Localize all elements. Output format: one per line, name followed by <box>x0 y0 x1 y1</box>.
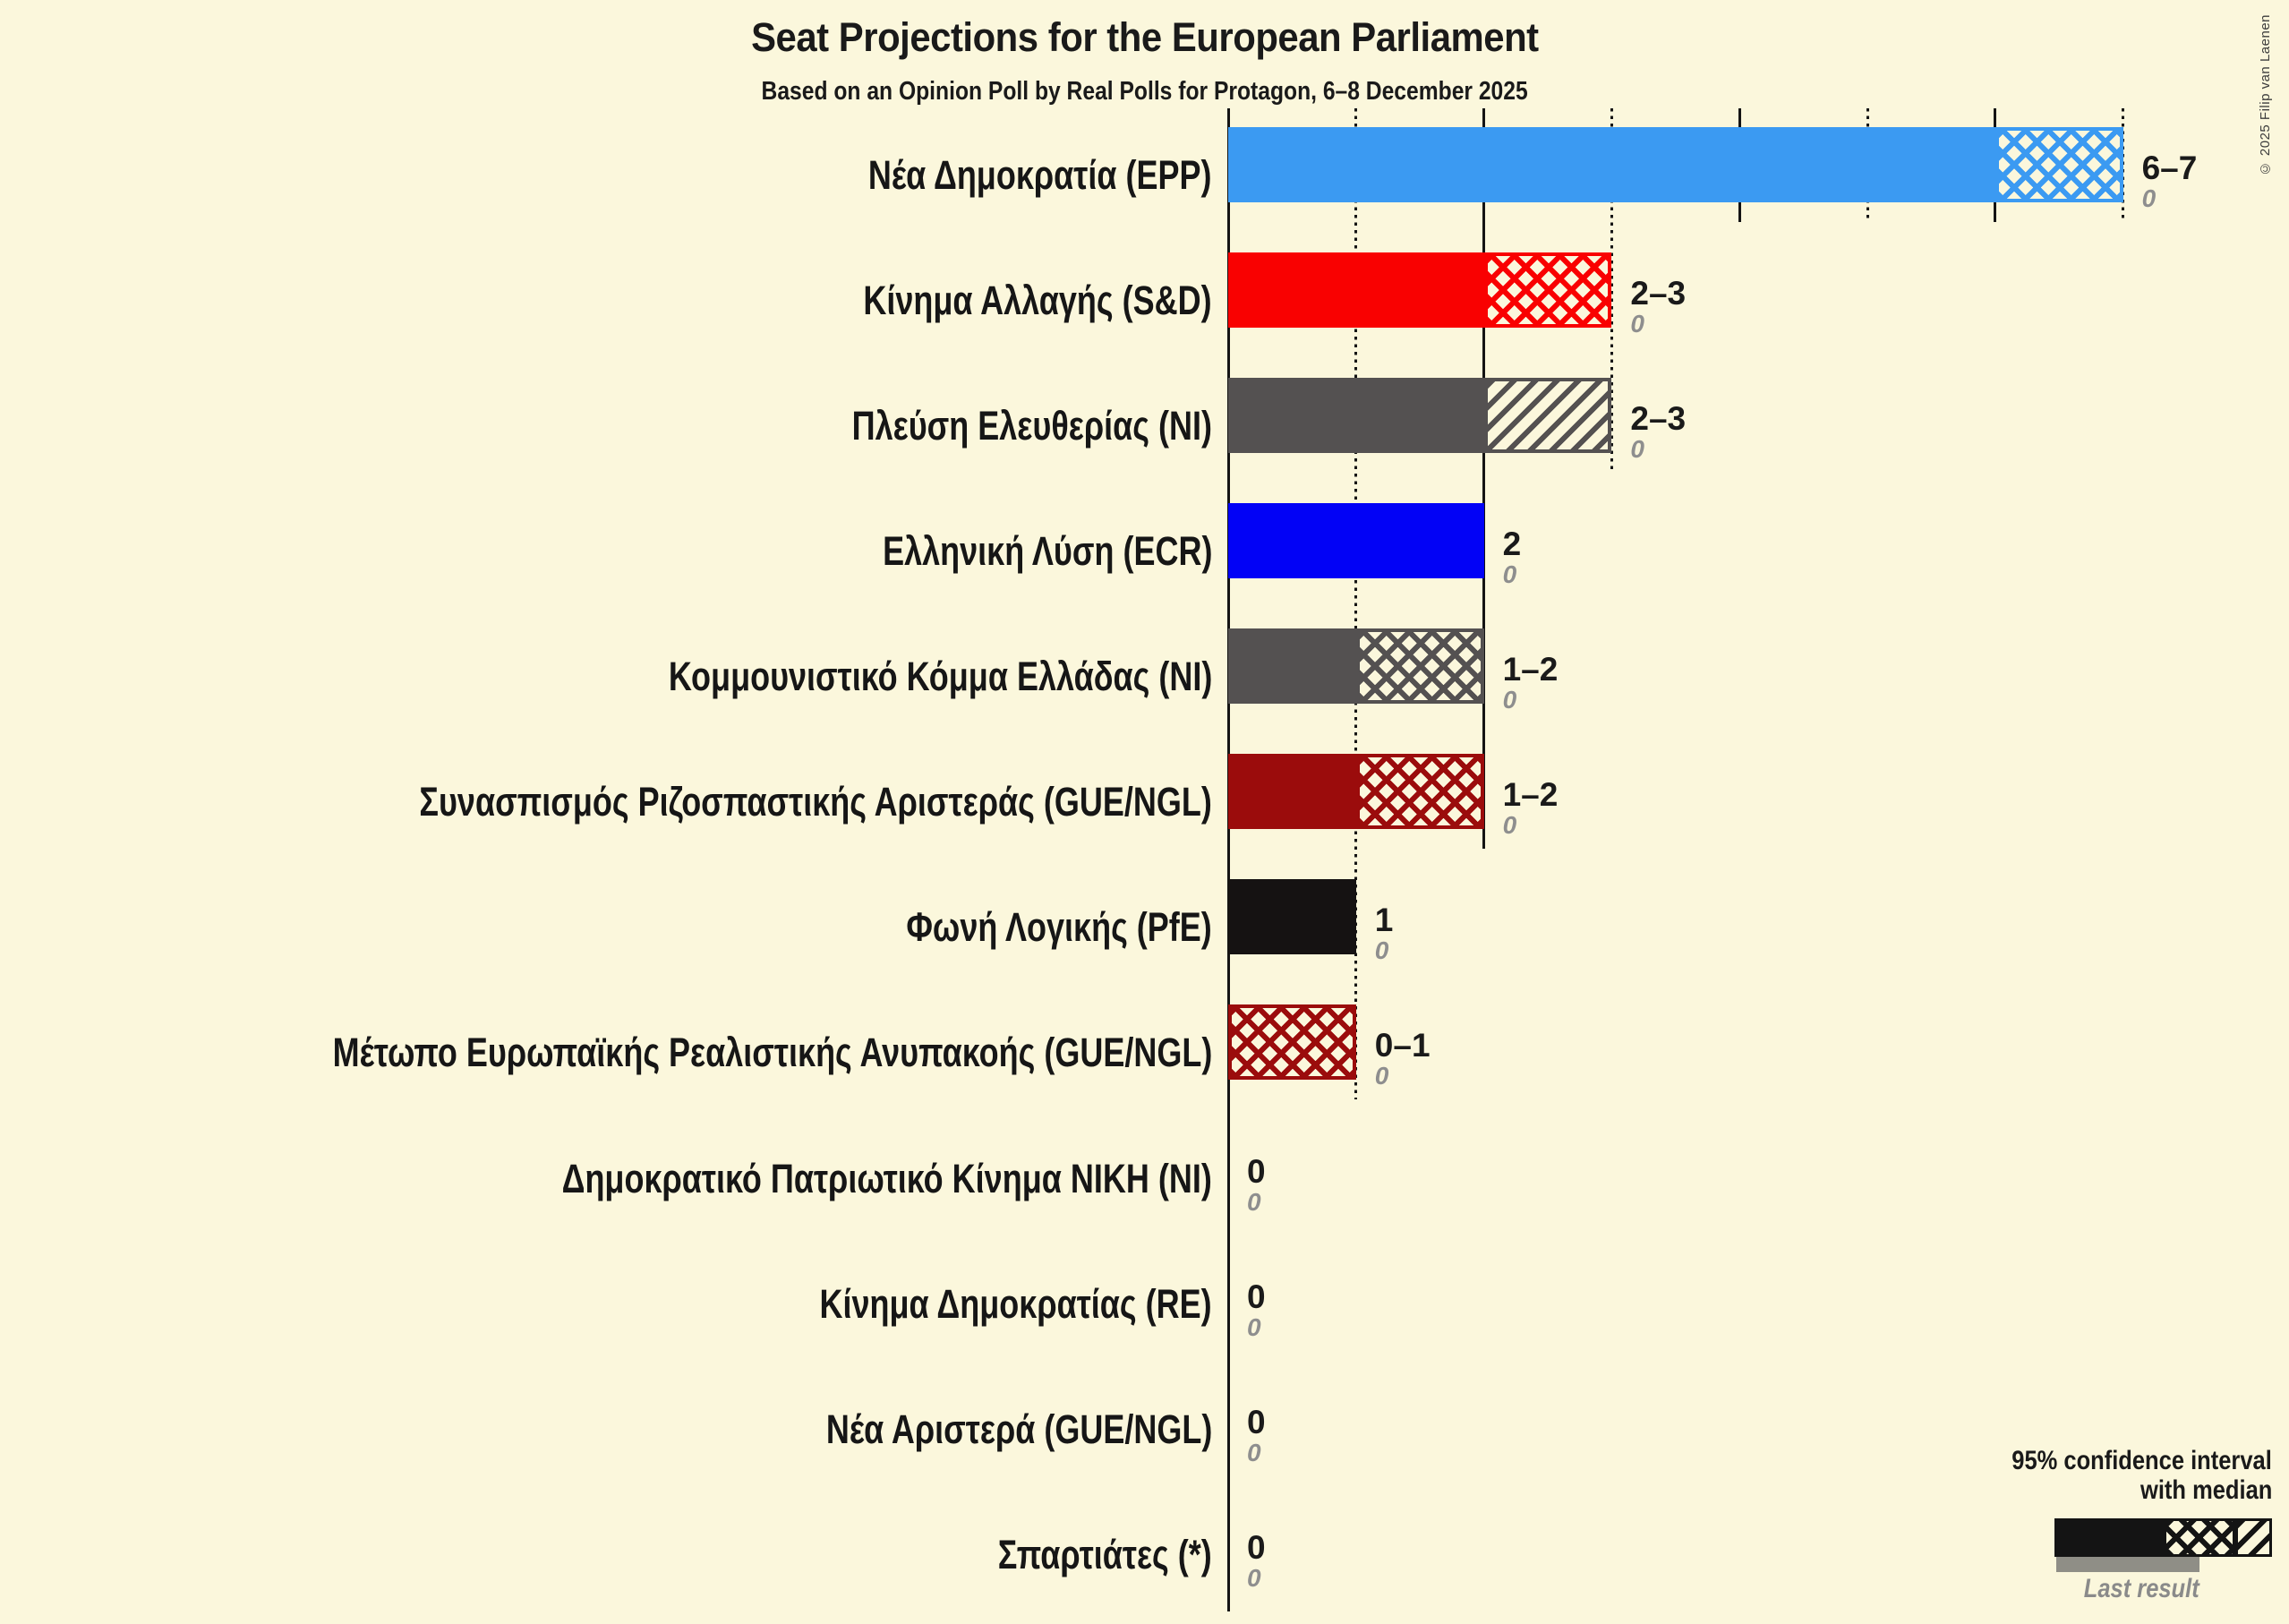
seat-range-label: 0 <box>1247 1278 1266 1315</box>
party-label: Κίνημα Αλλαγής (S&D) <box>863 277 1212 323</box>
value-label-group: 1–2 0 <box>1503 778 1559 839</box>
legend-sample-solid <box>2054 1518 2164 1557</box>
party-bar-crosshatch <box>1355 628 1484 705</box>
seat-range-label: 2–3 <box>1630 274 1687 312</box>
legend-sample-crosshatch <box>2164 1518 2235 1557</box>
party-label: Φωνή Λογικής (PfE) <box>906 904 1212 951</box>
seat-range-label: 2 <box>1502 526 1522 562</box>
party-bar-solid <box>1228 126 1995 202</box>
seat-range-label: 0 <box>1247 1528 1266 1566</box>
party-label: Πλεύση Ελευθερίας (NI) <box>851 402 1212 449</box>
party-bar-crosshatch <box>1994 126 2123 202</box>
copyright-note: © 2025 Filip van Laenen <box>2258 14 2273 176</box>
last-result-value: 0 <box>1630 309 1644 338</box>
last-result-value: 0 <box>1502 811 1517 840</box>
party-bar-crosshatch <box>1355 754 1484 830</box>
seat-range-label: 0–1 <box>1374 1027 1431 1064</box>
last-result-value: 0 <box>1502 686 1517 714</box>
last-result-value: 0 <box>1247 1312 1261 1341</box>
gridline-3 <box>1610 108 1613 473</box>
party-label: Σπαρτιάτες (*) <box>997 1531 1212 1577</box>
chart-title: Seat Projections for the European Parlia… <box>750 14 1539 60</box>
value-label-group: 2–3 0 <box>1630 274 1687 338</box>
gridline-0 <box>1226 108 1230 1611</box>
legend-ci-text: 95% confidence interval with median <box>1869 1446 2272 1505</box>
legend-ci-line2: with median <box>2140 1475 2272 1505</box>
last-result-value: 0 <box>1630 434 1644 463</box>
seat-range-label: 0 <box>1247 1152 1266 1190</box>
party-bar-solid <box>1228 754 1356 830</box>
last-result-value: 0 <box>1247 1187 1261 1216</box>
last-result-value: 0 <box>2141 184 2157 212</box>
party-label: Ελληνική Λύση (ECR) <box>882 528 1212 574</box>
gridline-2 <box>1482 108 1486 850</box>
party-label: Κομμουνιστικό Κόμμα Ελλάδας (NI) <box>668 654 1213 700</box>
party-label: Νέα Δημοκρατία (EPP) <box>868 151 1212 198</box>
party-bar-crosshatch <box>1483 252 1612 328</box>
seat-range-label: 6–7 <box>2141 149 2198 186</box>
party-label: Νέα Αριστερά (GUE/NGL) <box>825 1406 1212 1452</box>
party-bar-crosshatch <box>1228 1004 1356 1081</box>
legend-sample-diagonal <box>2235 1518 2272 1557</box>
seat-range-label: 2–3 <box>1630 399 1687 437</box>
last-result-value: 0 <box>1247 1438 1261 1466</box>
party-bar-solid <box>1228 879 1356 955</box>
party-label: Συνασπισμός Ριζοσπαστικής Αριστεράς (GUE… <box>419 779 1212 825</box>
party-bar-solid <box>1228 252 1484 328</box>
legend-ci-line1: 95% confidence interval <box>2011 1446 2272 1475</box>
seat-range-label: 1–2 <box>1502 776 1559 814</box>
legend-ci-sample-bar <box>2054 1518 2272 1557</box>
legend-last-result-bar <box>2056 1557 2199 1572</box>
party-bar-solid <box>1228 503 1484 578</box>
party-bar-solid <box>1228 628 1356 705</box>
chart-subtitle: Based on an Opinion Poll by Real Polls f… <box>761 77 1528 106</box>
party-bar-diagonal <box>1483 377 1612 453</box>
party-label: Μέτωπο Ευρωπαϊκής Ρεαλιστικής Ανυπακοής … <box>332 1030 1212 1076</box>
value-label-group: 6–7 0 <box>2141 149 2198 212</box>
party-bar-solid <box>1228 377 1484 453</box>
value-label-group: 0–1 0 <box>1375 1029 1431 1090</box>
last-result-value: 0 <box>1374 1062 1389 1090</box>
value-label-group: 1–2 0 <box>1503 653 1559 714</box>
last-result-value: 0 <box>1502 560 1517 588</box>
party-label: Δημοκρατικό Πατριωτικό Κίνημα ΝΙΚΗ (NI) <box>561 1155 1212 1201</box>
last-result-value: 0 <box>1374 936 1389 965</box>
last-result-value: 0 <box>1247 1563 1261 1592</box>
seat-range-label: 1 <box>1374 902 1394 939</box>
gridline-1 <box>1354 108 1358 1100</box>
gridline-7 <box>2122 108 2125 222</box>
seat-range-label: 0 <box>1247 1403 1266 1440</box>
legend-last-result-label: Last result <box>2084 1574 2199 1603</box>
value-label-group: 2–3 0 <box>1630 399 1687 463</box>
seat-range-label: 1–2 <box>1502 651 1559 688</box>
party-label: Κίνημα Δημοκρατίας (RE) <box>819 1280 1212 1327</box>
